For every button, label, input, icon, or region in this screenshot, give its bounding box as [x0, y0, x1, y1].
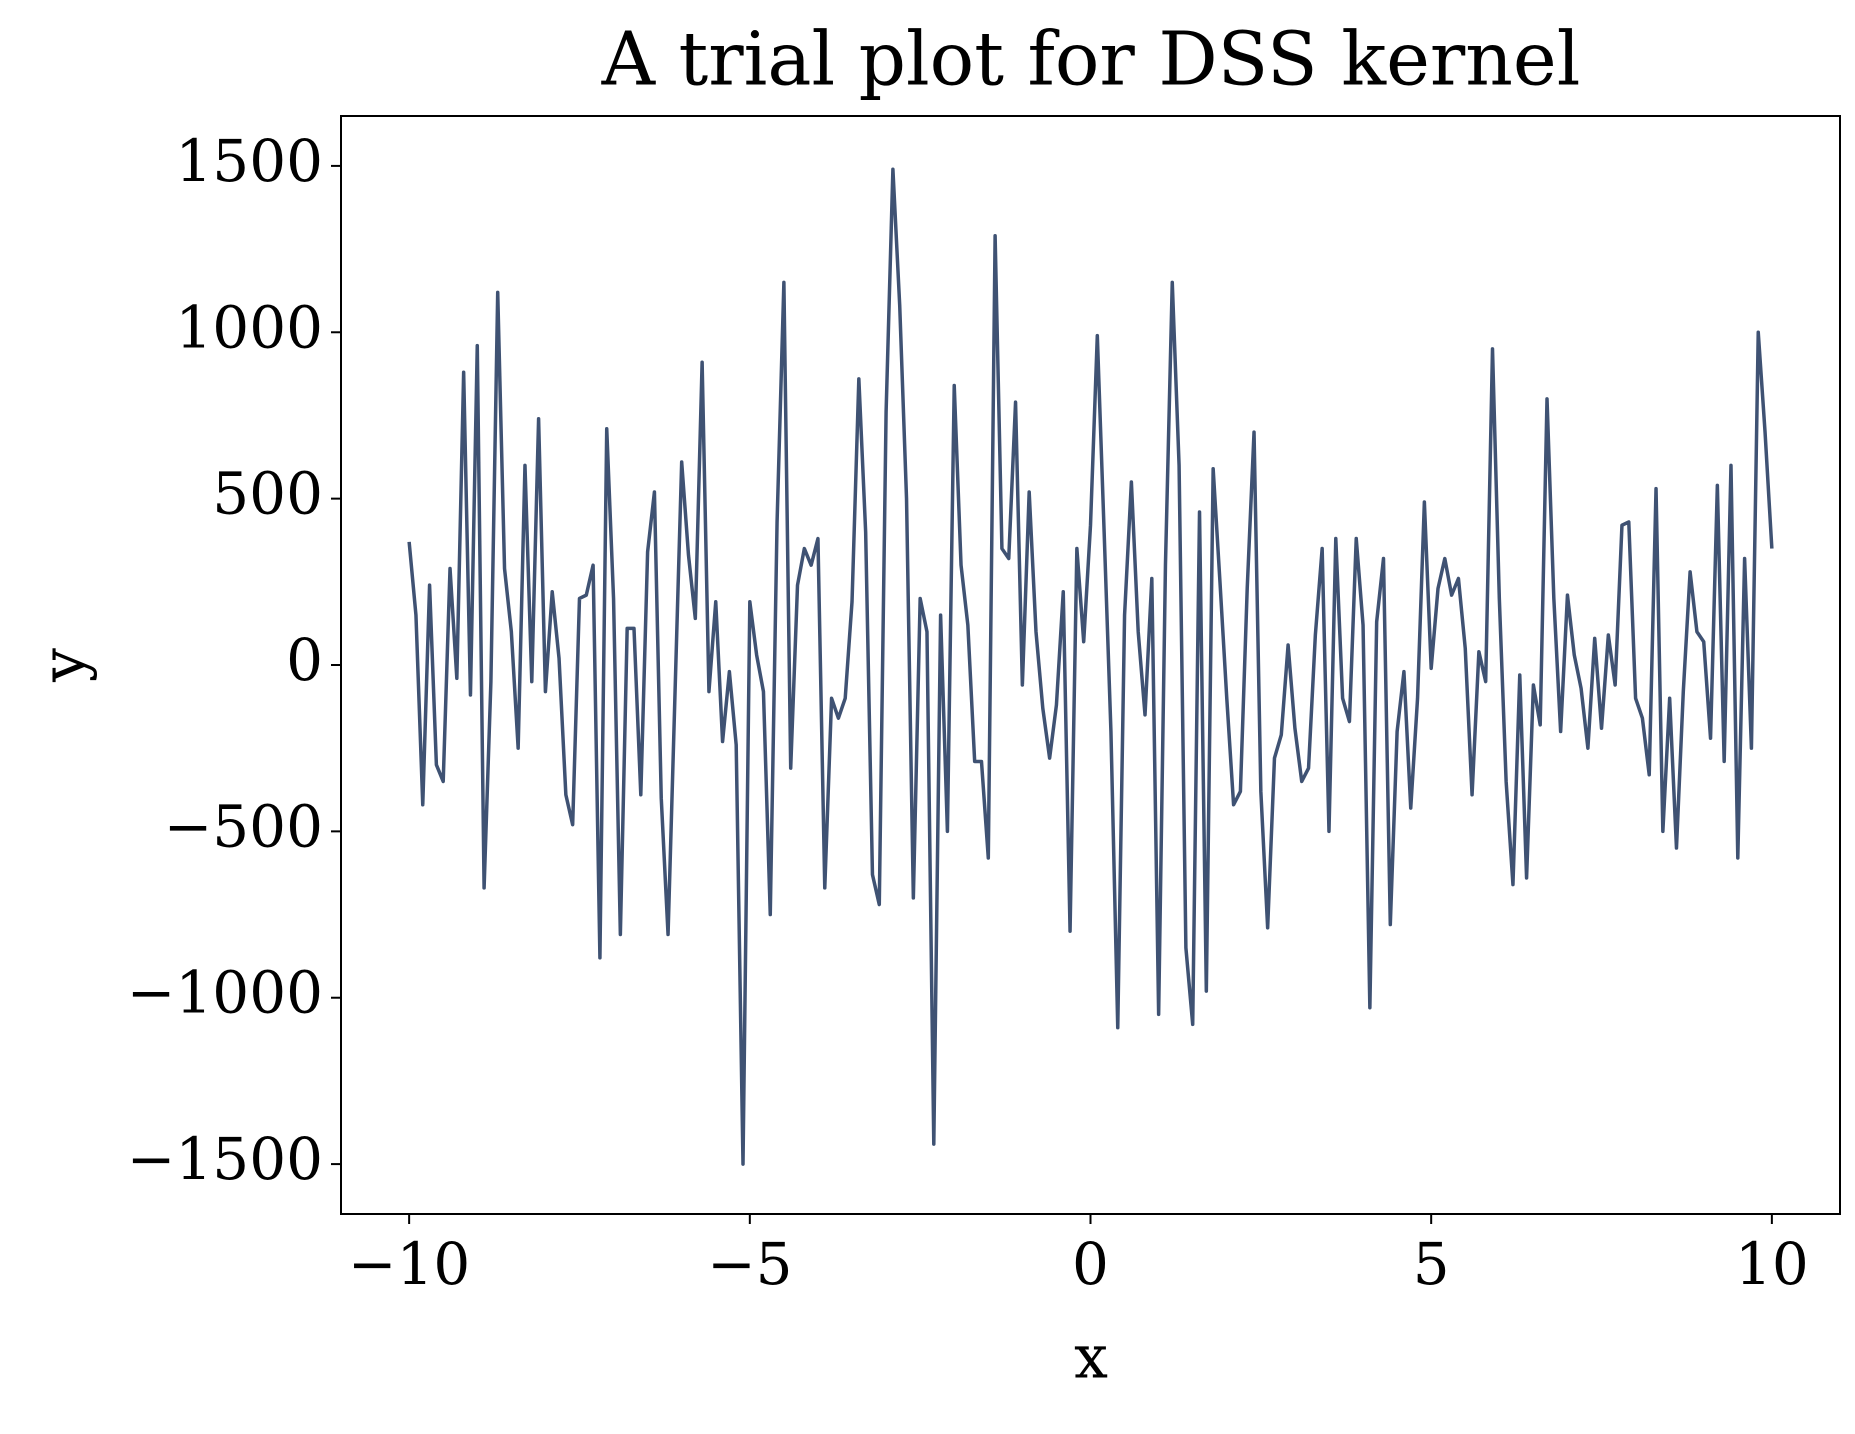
y-tick-label: −1500 [127, 1125, 323, 1193]
x-tick-label: −10 [348, 1230, 470, 1298]
x-tick-label: −5 [707, 1230, 793, 1298]
x-tick-label: 10 [1735, 1230, 1809, 1298]
y-tick-label: 1000 [175, 293, 323, 361]
y-tick-label: 0 [286, 626, 323, 694]
y-tick-label: −1000 [127, 959, 323, 1027]
chart-title: A trial plot for DSS kernel [601, 16, 1581, 102]
x-tick-label: 0 [1072, 1230, 1109, 1298]
y-tick-label: −500 [164, 792, 323, 860]
plot-frame [340, 115, 1841, 1215]
x-tick-label: 5 [1413, 1230, 1450, 1298]
y-tick-label: 500 [212, 460, 323, 528]
data-line [407, 167, 1774, 1166]
y-tick-label: 1500 [175, 127, 323, 195]
x-axis-label: x [1074, 1323, 1108, 1393]
y-axis-label: y [29, 648, 99, 683]
